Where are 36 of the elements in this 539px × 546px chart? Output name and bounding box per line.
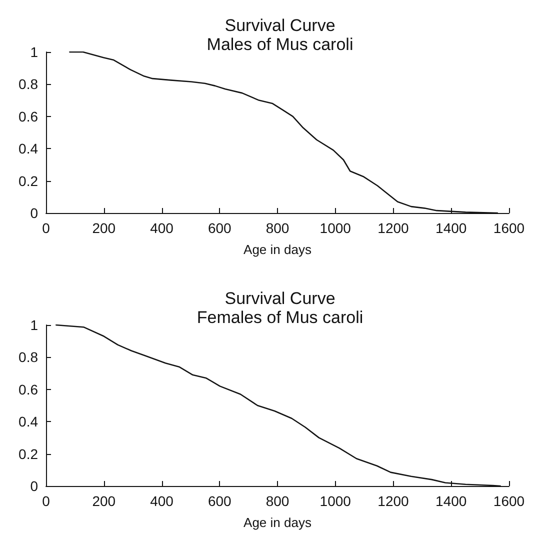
y-tick-label: 0.8 <box>18 76 38 92</box>
y-tick-label: 1 <box>30 44 38 60</box>
x-tick-label: 1600 <box>493 493 525 509</box>
x-tick-label: 1200 <box>378 220 410 236</box>
y-tick-label: 0 <box>30 205 38 221</box>
x-tick-label: 0 <box>42 220 50 236</box>
y-tick-label: 1 <box>30 317 38 333</box>
x-tick-label: 1200 <box>378 493 410 509</box>
chart-title: Survival Curve <box>224 289 336 308</box>
x-axis-title: Age in days <box>244 515 312 530</box>
x-tick-label: 1400 <box>436 493 467 509</box>
y-tick-label: 0.4 <box>18 140 38 157</box>
x-tick-label: 1600 <box>493 220 525 236</box>
x-tick-label: 200 <box>92 220 116 236</box>
y-tick-label: 0.2 <box>18 446 38 462</box>
x-tick-label: 600 <box>208 220 232 236</box>
x-tick-label: 400 <box>150 220 174 236</box>
x-tick-label: 600 <box>208 493 232 509</box>
y-tick-label: 0.4 <box>18 414 38 430</box>
x-tick-label: 800 <box>266 493 290 509</box>
x-tick-label: 1000 <box>320 220 352 236</box>
chart-subtitle: Females of Mus caroli <box>196 308 364 327</box>
x-tick-label: 800 <box>266 220 290 236</box>
chart-subtitle: Males of Mus caroli <box>206 35 354 54</box>
x-tick-label: 1400 <box>436 220 467 236</box>
y-tick-label: 0.2 <box>18 172 38 189</box>
x-tick-label: 1000 <box>320 493 352 509</box>
chart-title: Survival Curve <box>224 16 336 35</box>
x-tick-label: 200 <box>92 493 116 509</box>
y-tick-label: 0.8 <box>18 349 38 366</box>
x-tick-label: 400 <box>150 493 174 509</box>
y-tick-label: 0.6 <box>18 381 38 398</box>
x-axis-title: Age in days <box>244 242 312 257</box>
y-tick-label: 0 <box>30 478 38 494</box>
y-tick-label: 0.6 <box>18 108 38 124</box>
x-tick-label: 0 <box>42 493 50 509</box>
